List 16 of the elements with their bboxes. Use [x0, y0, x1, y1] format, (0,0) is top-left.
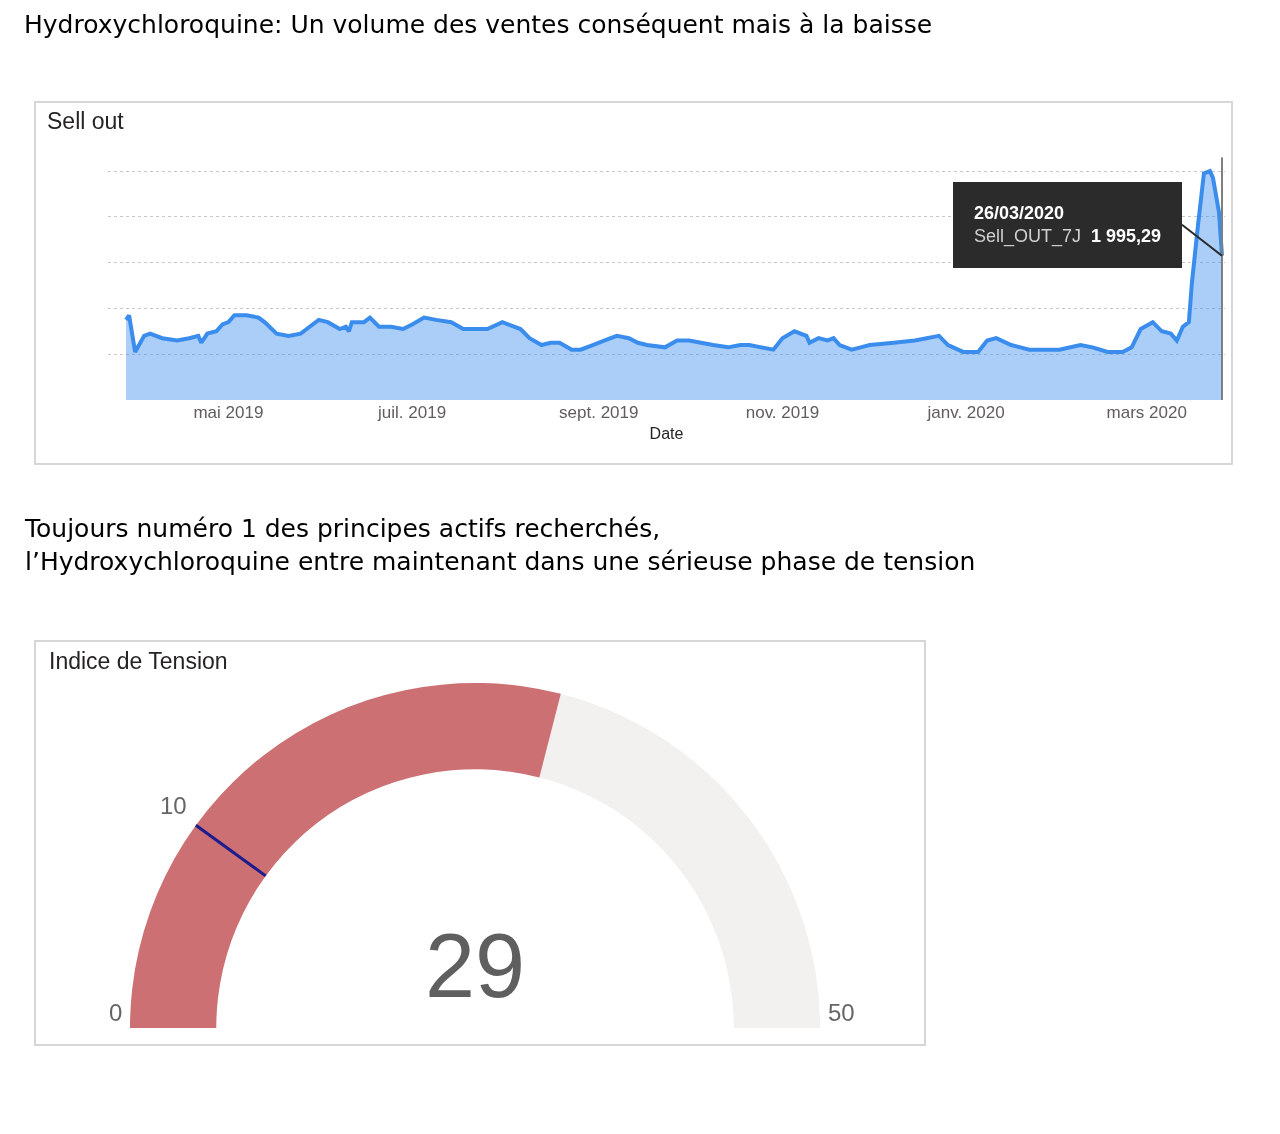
text: 10	[160, 792, 187, 819]
text: 50	[828, 999, 855, 1026]
data-label: 29	[425, 916, 526, 1016]
x-tick-label: mai 2019	[193, 403, 264, 422]
chart-title: Hydroxychloroquine: Un volume des ventes conséquent mais à la baisse	[24, 10, 933, 39]
text: Toujours numéro 1 des principes actifs recherchés, l’Hydroxychloroquine entre maintenant dans une sérieuse phase de tension	[24, 514, 976, 576]
x-tick-label: juil. 2019	[377, 403, 447, 422]
text: Indice de Tension	[49, 648, 228, 674]
annotation: 26/03/2020 Sell_OUT_7J 1 995,29	[974, 203, 1162, 248]
x-tick-label: janv. 2020	[926, 403, 1005, 422]
text: 0	[109, 999, 123, 1026]
x-tick-label: sept. 2019	[559, 403, 639, 422]
chart-subtitle: Sell out	[47, 108, 125, 134]
x-tick-label: mars 2020	[1106, 403, 1187, 422]
x-axis-title: Date	[649, 424, 684, 442]
x-tick-label: nov. 2019	[745, 403, 820, 422]
